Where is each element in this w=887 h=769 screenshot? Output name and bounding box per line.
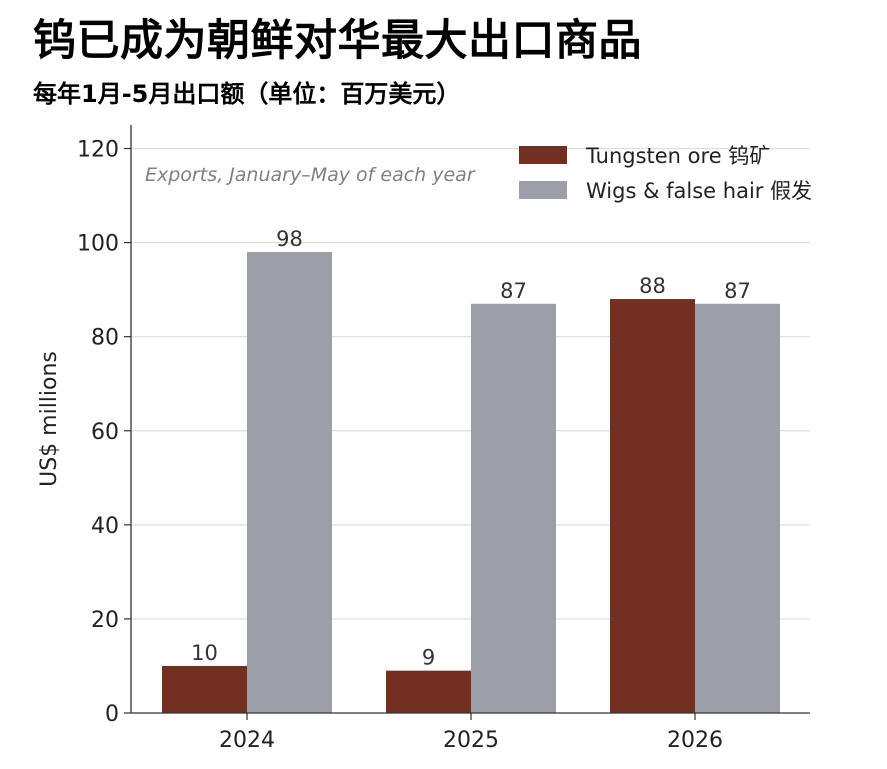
y-tick-label: 120 xyxy=(77,138,119,163)
chart-title: 钨已成为朝鲜对华最大出口商品 xyxy=(33,16,642,66)
bar-tungsten-2026 xyxy=(610,299,695,713)
bar-value-label: 9 xyxy=(422,646,435,670)
y-tick-label: 0 xyxy=(105,702,119,727)
y-tick-label: 100 xyxy=(77,232,119,257)
x-tick-label: 2026 xyxy=(667,728,723,753)
y-axis-label: US$ millions xyxy=(37,351,62,487)
bar-wigs-2024 xyxy=(247,252,332,713)
bar-value-label: 87 xyxy=(500,279,527,303)
bar-tungsten-2025 xyxy=(386,670,471,713)
bar-value-label: 88 xyxy=(639,274,666,298)
bar-wigs-2026 xyxy=(695,303,780,713)
legend-swatch xyxy=(519,146,567,164)
legend-label: Tungsten ore 钨矿 xyxy=(585,144,770,168)
chart-subtitle: 每年1月-5月出口额（单位：百万美元） xyxy=(33,80,461,108)
y-tick-label: 60 xyxy=(91,420,119,445)
x-tick-label: 2025 xyxy=(443,728,499,753)
legend-swatch xyxy=(519,181,567,199)
bar-tungsten-2024 xyxy=(162,665,247,713)
bar-value-label: 98 xyxy=(276,227,303,251)
bar-value-label: 10 xyxy=(191,641,218,665)
legend-label: Wigs & false hair 假发 xyxy=(586,179,812,203)
bar-value-label: 87 xyxy=(724,279,751,303)
y-tick-label: 20 xyxy=(91,608,119,633)
y-tick-label: 40 xyxy=(91,514,119,539)
x-tick-label: 2024 xyxy=(219,728,275,753)
chart-annotation: Exports, January–May of each year xyxy=(145,164,476,186)
y-tick-label: 80 xyxy=(91,326,119,351)
bar-wigs-2025 xyxy=(471,303,556,713)
